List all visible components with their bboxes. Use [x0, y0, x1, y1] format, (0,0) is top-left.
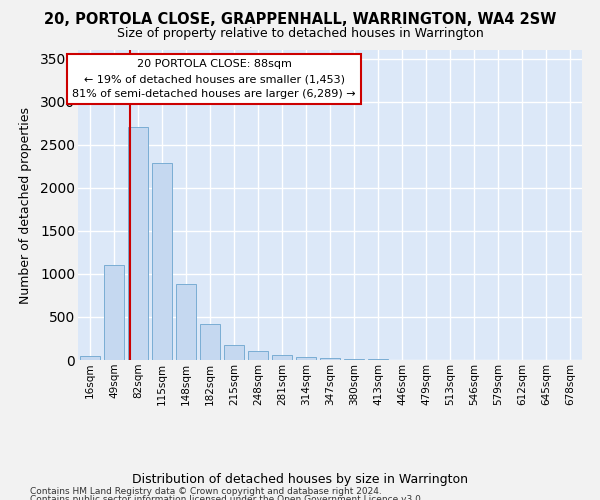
- Bar: [128, 126, 148, 360]
- Bar: [224, 345, 244, 360]
- Text: Contains public sector information licensed under the Open Government Licence v3: Contains public sector information licen…: [30, 495, 424, 500]
- Text: Size of property relative to detached houses in Warrington: Size of property relative to detached ho…: [116, 28, 484, 40]
- Bar: [176, 284, 196, 360]
- Text: 20, PORTOLA CLOSE, GRAPPENHALL, WARRINGTON, WA4 2SW: 20, PORTOLA CLOSE, GRAPPENHALL, WARRINGT…: [44, 12, 556, 28]
- Bar: [296, 357, 316, 360]
- Y-axis label: Number of detached properties: Number of detached properties: [19, 106, 32, 304]
- Bar: [344, 358, 364, 360]
- Bar: [272, 356, 292, 360]
- Bar: [200, 324, 220, 360]
- Bar: [248, 352, 268, 360]
- Text: 20 PORTOLA CLOSE: 88sqm
← 19% of detached houses are smaller (1,453)
81% of semi: 20 PORTOLA CLOSE: 88sqm ← 19% of detache…: [72, 60, 356, 99]
- Bar: [104, 266, 124, 360]
- Bar: [152, 163, 172, 360]
- Text: Contains HM Land Registry data © Crown copyright and database right 2024.: Contains HM Land Registry data © Crown c…: [30, 488, 382, 496]
- Bar: [80, 356, 100, 360]
- Bar: [320, 358, 340, 360]
- Text: Distribution of detached houses by size in Warrington: Distribution of detached houses by size …: [132, 472, 468, 486]
